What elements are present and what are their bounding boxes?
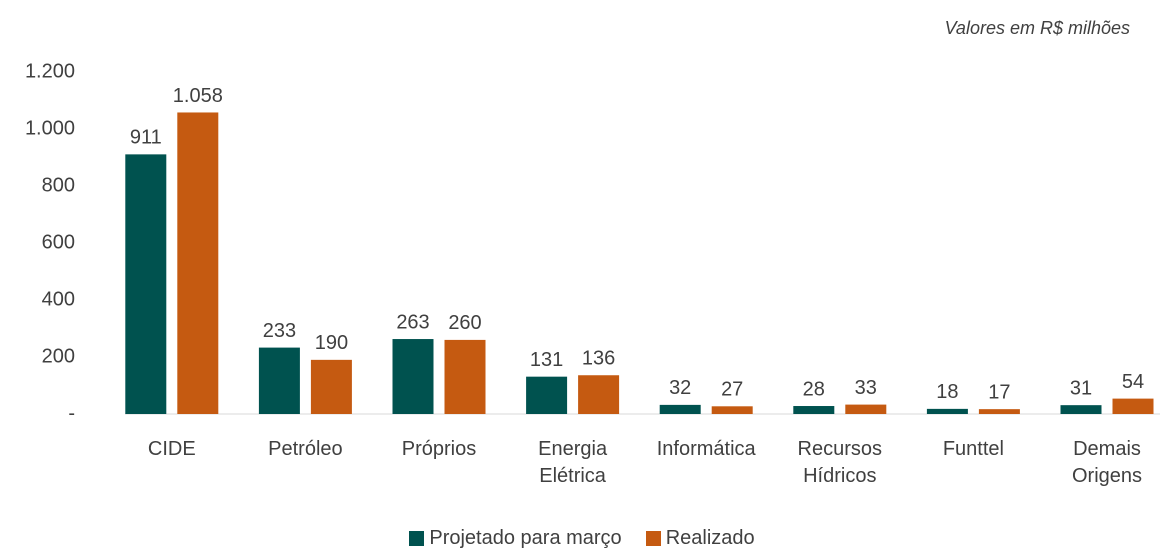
y-tick-label: 1.000 bbox=[25, 117, 75, 139]
legend: Projetado para março Realizado bbox=[0, 527, 1164, 552]
data-label: 136 bbox=[582, 348, 615, 370]
data-label: 18 bbox=[936, 381, 958, 403]
bar bbox=[258, 347, 300, 414]
y-tick-label: 600 bbox=[42, 231, 75, 253]
data-label: 260 bbox=[448, 312, 481, 334]
data-label: 263 bbox=[396, 311, 429, 333]
data-label: 33 bbox=[855, 377, 877, 399]
bar bbox=[978, 409, 1020, 414]
bar bbox=[310, 359, 352, 414]
bar bbox=[926, 408, 968, 414]
data-label: 27 bbox=[721, 379, 743, 401]
x-tick-label: Próprios bbox=[401, 438, 477, 460]
data-label: 31 bbox=[1070, 377, 1092, 399]
y-tick-label: 1.200 bbox=[25, 60, 75, 82]
bar bbox=[845, 404, 887, 414]
y-tick-label: - bbox=[68, 402, 75, 424]
x-tick-label: Informática bbox=[656, 438, 756, 460]
data-label: 32 bbox=[669, 377, 691, 399]
y-tick-label: 200 bbox=[42, 345, 75, 367]
bar bbox=[125, 154, 167, 415]
bar bbox=[578, 375, 620, 414]
data-label: 28 bbox=[803, 378, 825, 400]
bar bbox=[711, 406, 753, 414]
data-label: 911 bbox=[130, 127, 162, 149]
legend-label: Projetado para março bbox=[429, 527, 622, 549]
x-tick-label: CIDE bbox=[147, 438, 196, 460]
data-label: 54 bbox=[1122, 371, 1144, 393]
data-label: 233 bbox=[263, 320, 296, 342]
data-label: 131 bbox=[530, 349, 563, 371]
x-tick-label: Petróleo bbox=[268, 438, 343, 460]
y-tick-label: 400 bbox=[42, 288, 75, 310]
data-label: 190 bbox=[315, 332, 348, 354]
x-tick-label: Recursos Hídricos bbox=[797, 438, 883, 487]
legend-swatch bbox=[409, 531, 425, 546]
legend-item: Projetado para março bbox=[409, 527, 622, 550]
x-tick-label: Energia Elétrica bbox=[538, 438, 608, 487]
subtitle: Valores em R$ milhões bbox=[944, 18, 1130, 38]
y-tick-label: 800 bbox=[42, 174, 75, 196]
bar bbox=[177, 112, 219, 414]
bar bbox=[659, 404, 701, 414]
bar bbox=[526, 376, 568, 414]
legend-item: Realizado bbox=[645, 527, 755, 550]
data-label: 17 bbox=[988, 381, 1010, 403]
bar bbox=[444, 339, 486, 414]
data-label: 1.058 bbox=[173, 85, 223, 107]
x-tick-label: Demais Origens bbox=[1071, 438, 1143, 487]
bar bbox=[1060, 405, 1102, 414]
legend-label: Realizado bbox=[665, 527, 755, 549]
bar bbox=[793, 406, 835, 414]
x-tick-label: Funttel bbox=[942, 438, 1004, 460]
legend-swatch bbox=[645, 531, 661, 546]
bar bbox=[1112, 398, 1154, 414]
bar bbox=[392, 339, 434, 414]
